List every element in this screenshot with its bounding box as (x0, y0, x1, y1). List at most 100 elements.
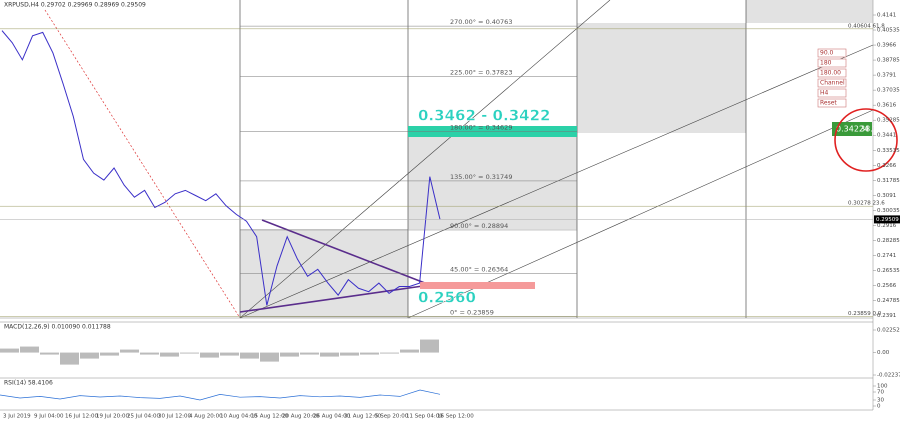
chart-header: XRPUSD,H4 0.29702 0.29969 0.28969 0.2950… (4, 2, 146, 9)
side-label: 0.40604 61.8 (848, 23, 885, 29)
button-box (817, 88, 847, 98)
button-box (817, 98, 847, 108)
y-tick-label: 0.26535 (877, 268, 900, 274)
macd-bar (200, 352, 219, 358)
macd-bar (340, 352, 359, 356)
x-tick-label: 10 Aug 04:00 (220, 414, 258, 420)
y-tick-label: 0.3441 (877, 133, 896, 139)
macd-bar (120, 349, 139, 353)
y-tick-label: 0.30035 (877, 208, 900, 214)
x-tick-label: 26 Aug 04:00 (313, 414, 351, 420)
button-box (817, 68, 847, 78)
y-tick-label: 70 (877, 390, 884, 396)
y-tick-label: 0.2566 (877, 283, 897, 289)
x-tick-label: 11 Sep 04:00 (406, 414, 443, 420)
y-tick-label: 0.3791 (877, 73, 896, 79)
macd-bar (280, 352, 299, 357)
macd-bar (140, 352, 159, 355)
macd-bar (240, 352, 259, 359)
x-tick-label: 31 Aug 12:00 (344, 414, 382, 420)
trend-line (44, 9, 241, 319)
x-tick-label: 16 Sep 12:00 (437, 414, 474, 420)
button-label: Channel (820, 80, 845, 87)
y-tick-label: 0.3266 (877, 163, 897, 169)
rsi-line (0, 389, 441, 401)
x-tick-label: 20 Aug 20:00 (282, 414, 320, 420)
macd-bar (260, 352, 279, 362)
y-tick-label: -0.022372 (877, 373, 900, 379)
highlight-circle (834, 108, 898, 172)
macd-bar (20, 346, 39, 353)
button-box (817, 48, 847, 58)
fib-label: 0° = 0.23859 (450, 308, 494, 316)
panel-button[interactable]: 90.0 (817, 48, 847, 58)
panel-button[interactable]: Reset (817, 98, 847, 108)
button-panel: 90.0 180 180.00 Channel H4 Reset (817, 48, 847, 108)
macd-title: MACD(12,26,9) 0.010090 0.011788 (4, 324, 111, 331)
panel-button[interactable]: 180 (817, 58, 847, 68)
y-tick-label: 30 (877, 398, 884, 404)
x-tick-label: 3 Jul 2019 (3, 414, 31, 420)
panel-button[interactable]: Channel (817, 78, 847, 88)
y-tick-label: 100 (877, 384, 888, 390)
macd-bar (180, 352, 199, 354)
x-tick-label: 16 Jul 12:00 (65, 414, 98, 420)
fib-label: 90.00° = 0.28894 (450, 222, 508, 230)
triangle (239, 219, 431, 313)
button-box (817, 78, 847, 88)
macd-bar (220, 352, 239, 356)
y-tick-label: 0.28285 (877, 238, 900, 244)
y-tick-label: 0.2916 (877, 223, 897, 229)
macd-bar (80, 352, 99, 359)
panel-button[interactable]: H4 (817, 88, 847, 98)
highlight-tag (832, 122, 872, 136)
y-tick-label: 0.33535 (877, 148, 900, 154)
price-line (1, 30, 441, 306)
y-tick-label: 0.3966 (877, 43, 897, 49)
macd-bar (400, 349, 419, 353)
y-tick-label: 0.24785 (877, 298, 900, 304)
rsi-title: RSI(14) 58.4106 (4, 380, 53, 387)
current-price: 0.29509 (876, 217, 899, 223)
macd-bar (100, 352, 119, 356)
button-label: 90.0 (820, 50, 834, 57)
panel-button[interactable]: 180.00 (817, 68, 847, 78)
current-price-tag (874, 215, 900, 224)
highlight-price: 0.34224 (836, 125, 869, 134)
x-tick-label: 30 Jul 12:00 (158, 414, 191, 420)
fib-label: 225.00° = 0.37823 (450, 69, 512, 77)
macd-bar (40, 352, 59, 355)
x-tick-label: 19 Jul 20:00 (96, 414, 129, 420)
y-tick-label: 0.022529 (877, 328, 900, 334)
macd-bar (300, 352, 319, 355)
side-label: 0.30278 23.6 (848, 201, 885, 207)
gann-box (746, 0, 873, 23)
macd-bar (360, 352, 379, 355)
button-label: 180 (820, 60, 832, 67)
support-label: 0.2560 (418, 289, 476, 307)
support-zone (420, 282, 535, 289)
fib-label: 135.00° = 0.31749 (450, 173, 512, 181)
y-tick-label: 0.37035 (877, 88, 900, 94)
macd-bar (60, 352, 79, 365)
button-label: 180.00 (820, 70, 841, 77)
y-tick-label: 0.40535 (877, 28, 900, 34)
fib-label: 45.00° = 0.26364 (450, 265, 508, 273)
macd-bar (320, 352, 339, 357)
y-tick-label: 0.4141 (877, 13, 896, 19)
y-tick-label: 0 (877, 404, 881, 410)
highlight-ratio: 38.2 (860, 125, 878, 134)
button-label: H4 (820, 90, 829, 97)
x-tick-label: 5 Sep 20:00 (375, 414, 409, 420)
button-label: Reset (820, 100, 837, 107)
zone-label: 0.3462 - 0.3422 (418, 107, 550, 125)
y-tick-label: 0.2391 (877, 313, 896, 319)
macd-bar (380, 352, 399, 354)
y-tick-label: 0.3616 (877, 103, 897, 109)
y-tick-label: 0.00 (877, 350, 890, 356)
x-tick-label: 15 Aug 12:00 (251, 414, 289, 420)
button-box (817, 58, 847, 68)
y-tick-label: 0.3091 (877, 193, 896, 199)
x-tick-label: 9 Jul 04:00 (34, 414, 64, 420)
